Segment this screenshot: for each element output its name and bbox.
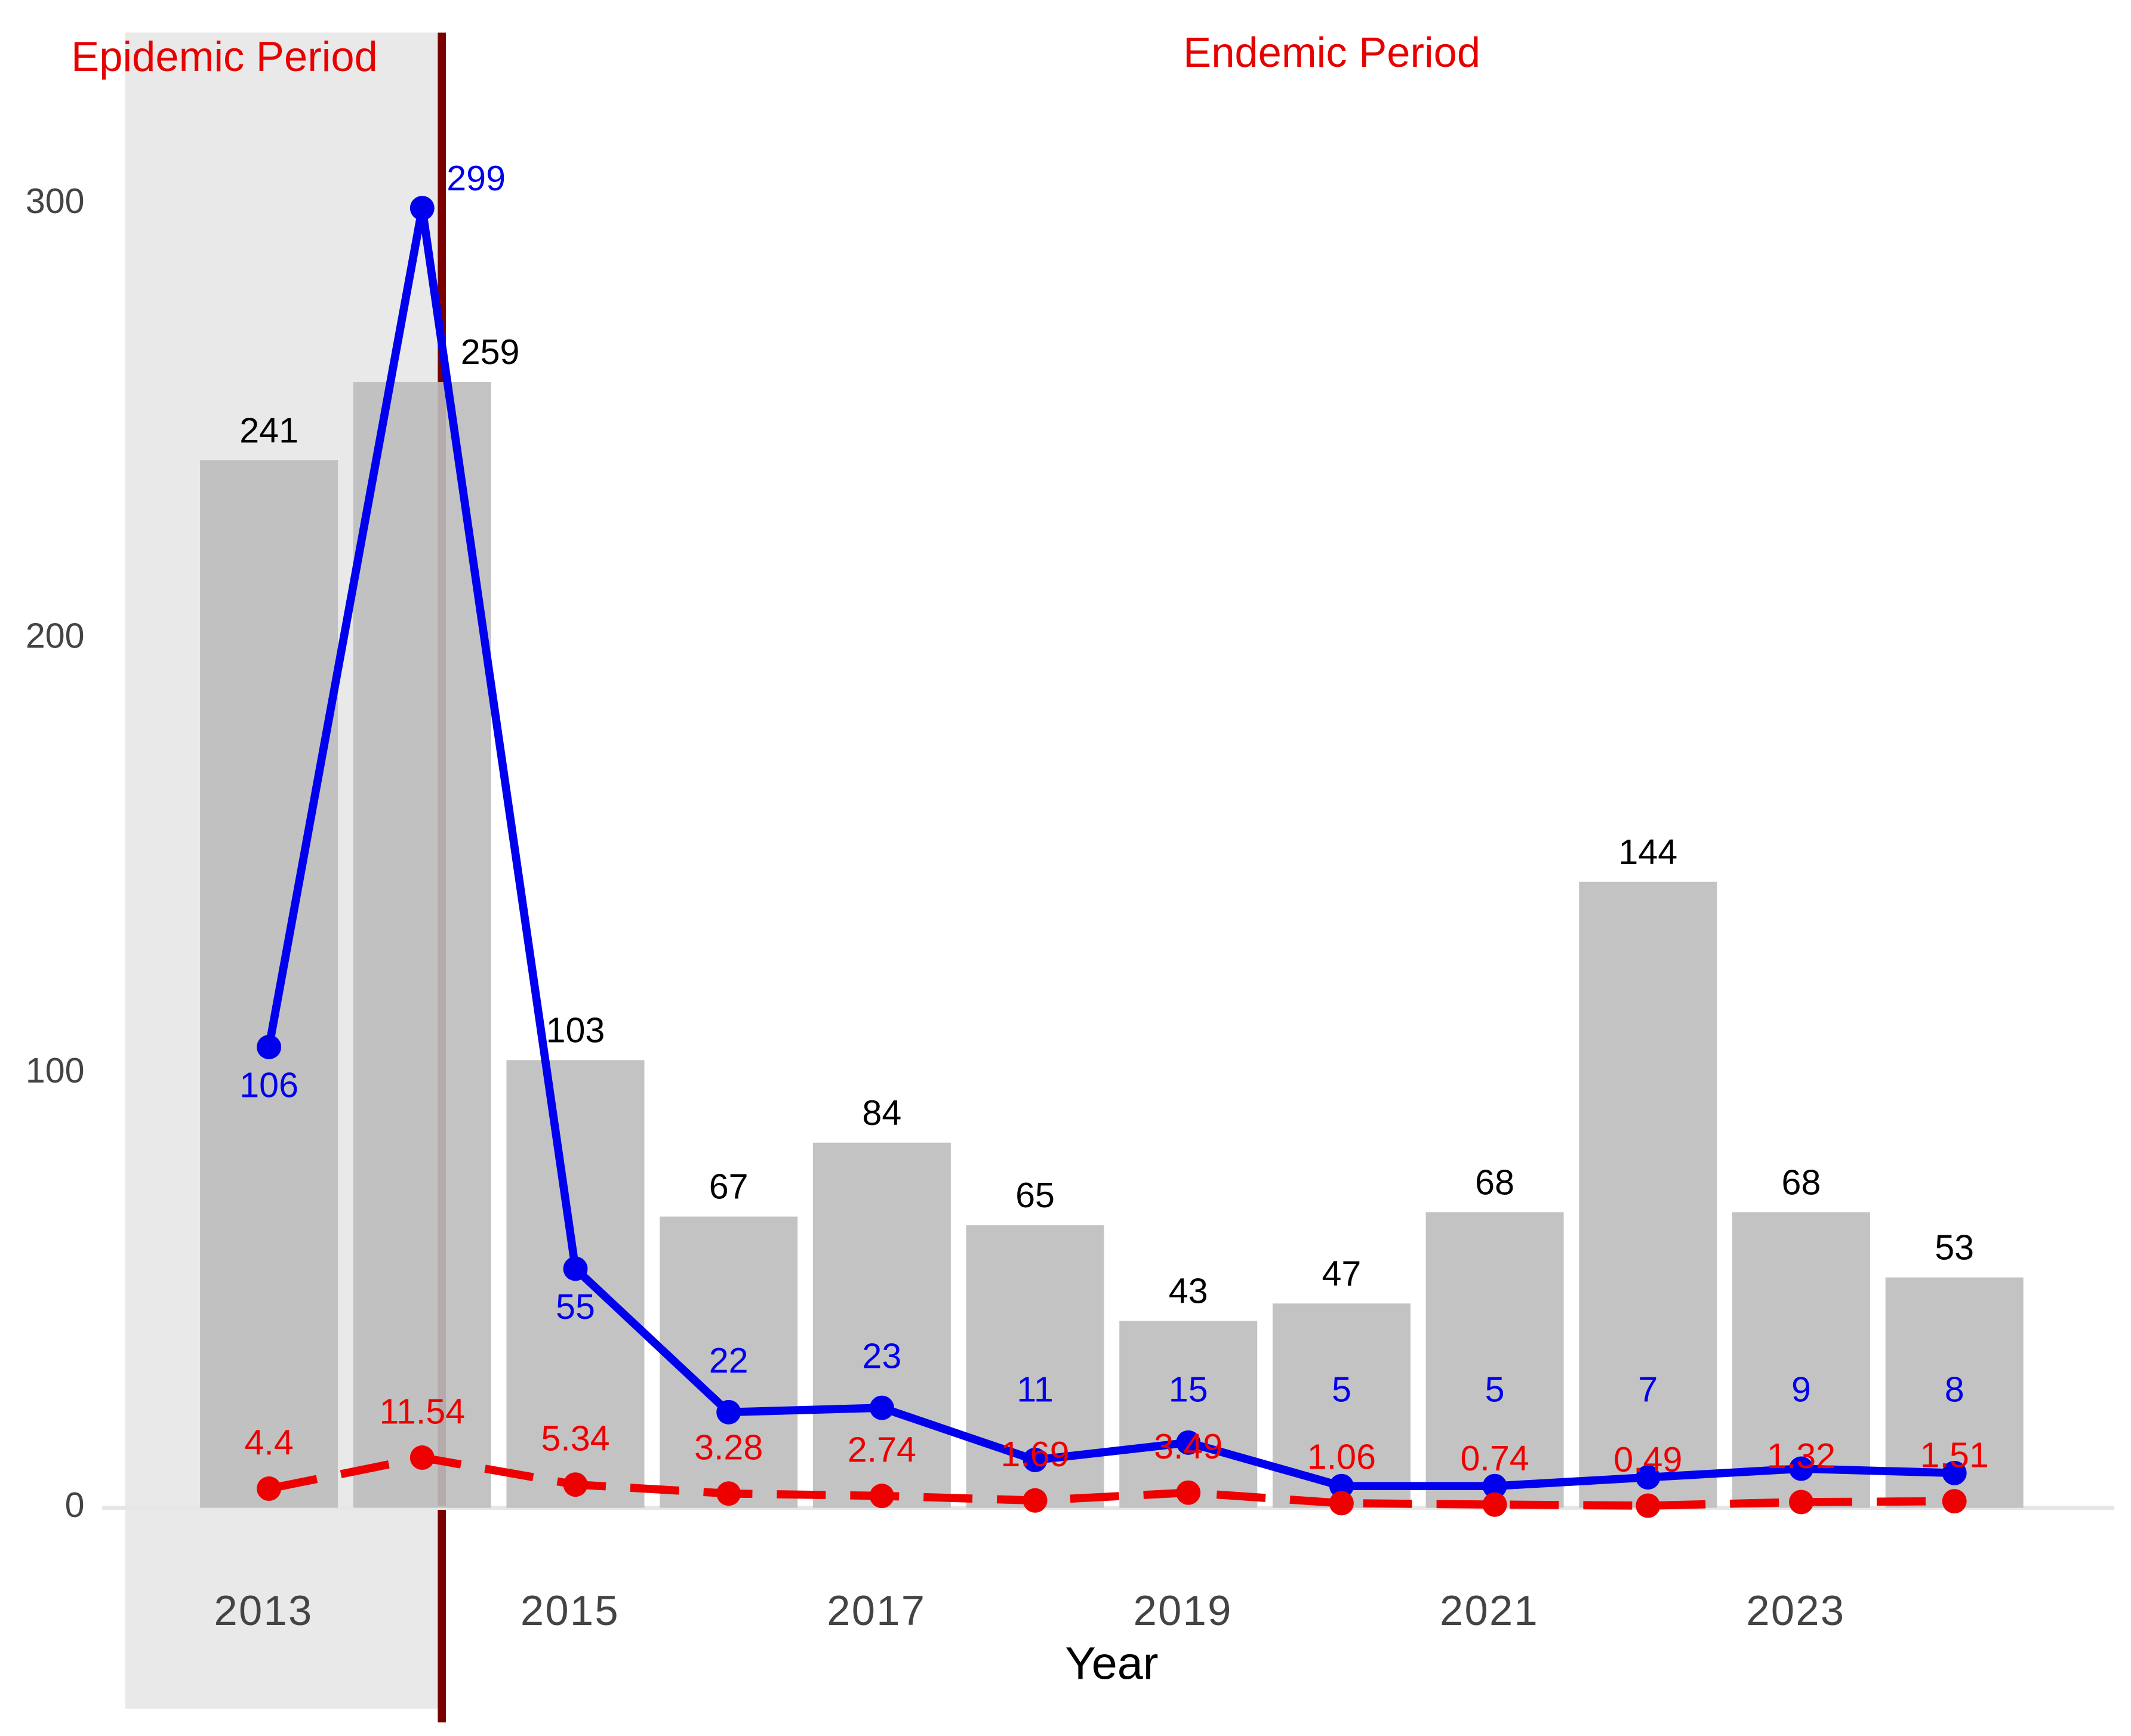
point (1942, 1489, 1967, 1514)
bar-value-label: 65 (1015, 1175, 1055, 1215)
point (409, 196, 435, 221)
endemic-label: Endemic Period (1183, 29, 1480, 76)
point (1176, 1430, 1201, 1455)
point (869, 1395, 894, 1420)
point (409, 1445, 435, 1470)
bar (506, 1060, 645, 1508)
point-value-label: 11 (1017, 1370, 1053, 1410)
point-value-label: 7 (1638, 1370, 1658, 1410)
point-value-label: 4.4 (244, 1422, 293, 1462)
point-value-label: 299 (446, 158, 506, 198)
line (268, 1453, 1955, 1510)
point (716, 1481, 741, 1506)
bar-value-label: 259 (461, 332, 520, 372)
point (563, 1256, 588, 1281)
point (1329, 1491, 1354, 1516)
point-value-label: 5 (1332, 1370, 1351, 1410)
x-tick-label: 2023 (1746, 1587, 1845, 1634)
point (1942, 1460, 1967, 1485)
y-tick-label: 300 (26, 181, 85, 221)
point (257, 1035, 282, 1059)
x-axis-title: Year (1065, 1638, 1158, 1689)
point-value-label: 3.49 (1154, 1426, 1222, 1466)
bar-value-label: 43 (1169, 1271, 1208, 1311)
bar-value-label: 67 (709, 1167, 749, 1207)
point-value-label: 23 (862, 1336, 901, 1376)
bar-value-label: 144 (1618, 832, 1677, 872)
point (1176, 1480, 1201, 1505)
point-value-label: 1.32 (1767, 1436, 1836, 1476)
point-value-label: 8 (1945, 1370, 1964, 1410)
x-tick-label: 2013 (214, 1587, 313, 1634)
x-tick-label: 2017 (827, 1587, 926, 1634)
bar-value-label: 103 (546, 1010, 605, 1050)
epidemic-label: Epidemic Period (71, 33, 378, 80)
point-value-label: 55 (556, 1287, 595, 1327)
bar-value-label: 68 (1782, 1162, 1821, 1202)
bar-value-label: 47 (1322, 1253, 1362, 1293)
line (264, 203, 1955, 1491)
point-value-label: 5 (1485, 1370, 1505, 1410)
point (1482, 1473, 1507, 1498)
bar-value-label: 53 (1935, 1228, 1974, 1268)
point-value-label: 1.51 (1920, 1435, 1989, 1475)
point (1788, 1456, 1813, 1481)
point (257, 1476, 282, 1501)
point-value-label: 106 (239, 1065, 298, 1105)
point (1636, 1465, 1661, 1490)
point (1636, 1493, 1661, 1518)
layer: 0 100 200 300 2013 2015 2017 2019 2021 2023 241 259… (26, 158, 1989, 1634)
point (1023, 1488, 1048, 1513)
point-value-label: 11.54 (379, 1391, 465, 1431)
point (1023, 1447, 1048, 1472)
point (869, 1484, 894, 1509)
bar (200, 460, 338, 1508)
point (1788, 1490, 1813, 1515)
y-tick-label: 200 (26, 615, 85, 655)
point-value-label: 1.06 (1307, 1437, 1376, 1477)
point-value-label: 5.34 (541, 1419, 609, 1459)
bar (1425, 1212, 1564, 1508)
bar (1119, 1321, 1258, 1508)
bar-value-label: 84 (862, 1093, 901, 1133)
point-value-label: 0.49 (1613, 1439, 1682, 1479)
point-value-label: 22 (709, 1340, 749, 1380)
layer (257, 196, 1967, 1518)
point-value-label: 2.74 (848, 1429, 916, 1469)
y-tick-label: 100 (26, 1050, 85, 1090)
point (563, 1472, 588, 1497)
point-value-label: 3.28 (694, 1427, 763, 1467)
bar (812, 1142, 951, 1508)
bar-value-label: 241 (239, 410, 298, 450)
y-tick-label: 0 (65, 1485, 85, 1525)
point (716, 1399, 741, 1424)
bar-value-label: 68 (1475, 1162, 1514, 1202)
point (1482, 1492, 1507, 1517)
point-value-label: 0.74 (1461, 1438, 1529, 1478)
point-value-label: 1.69 (1000, 1434, 1069, 1474)
bar (660, 1216, 798, 1508)
bar (1579, 881, 1717, 1508)
x-tick-label: 2015 (521, 1587, 620, 1634)
bar (353, 382, 491, 1508)
x-tick-label: 2021 (1440, 1587, 1539, 1634)
x-tick-label: 2019 (1134, 1587, 1233, 1634)
point-value-label: 9 (1791, 1370, 1811, 1410)
point (1329, 1473, 1354, 1498)
point-value-label: 15 (1169, 1370, 1208, 1410)
